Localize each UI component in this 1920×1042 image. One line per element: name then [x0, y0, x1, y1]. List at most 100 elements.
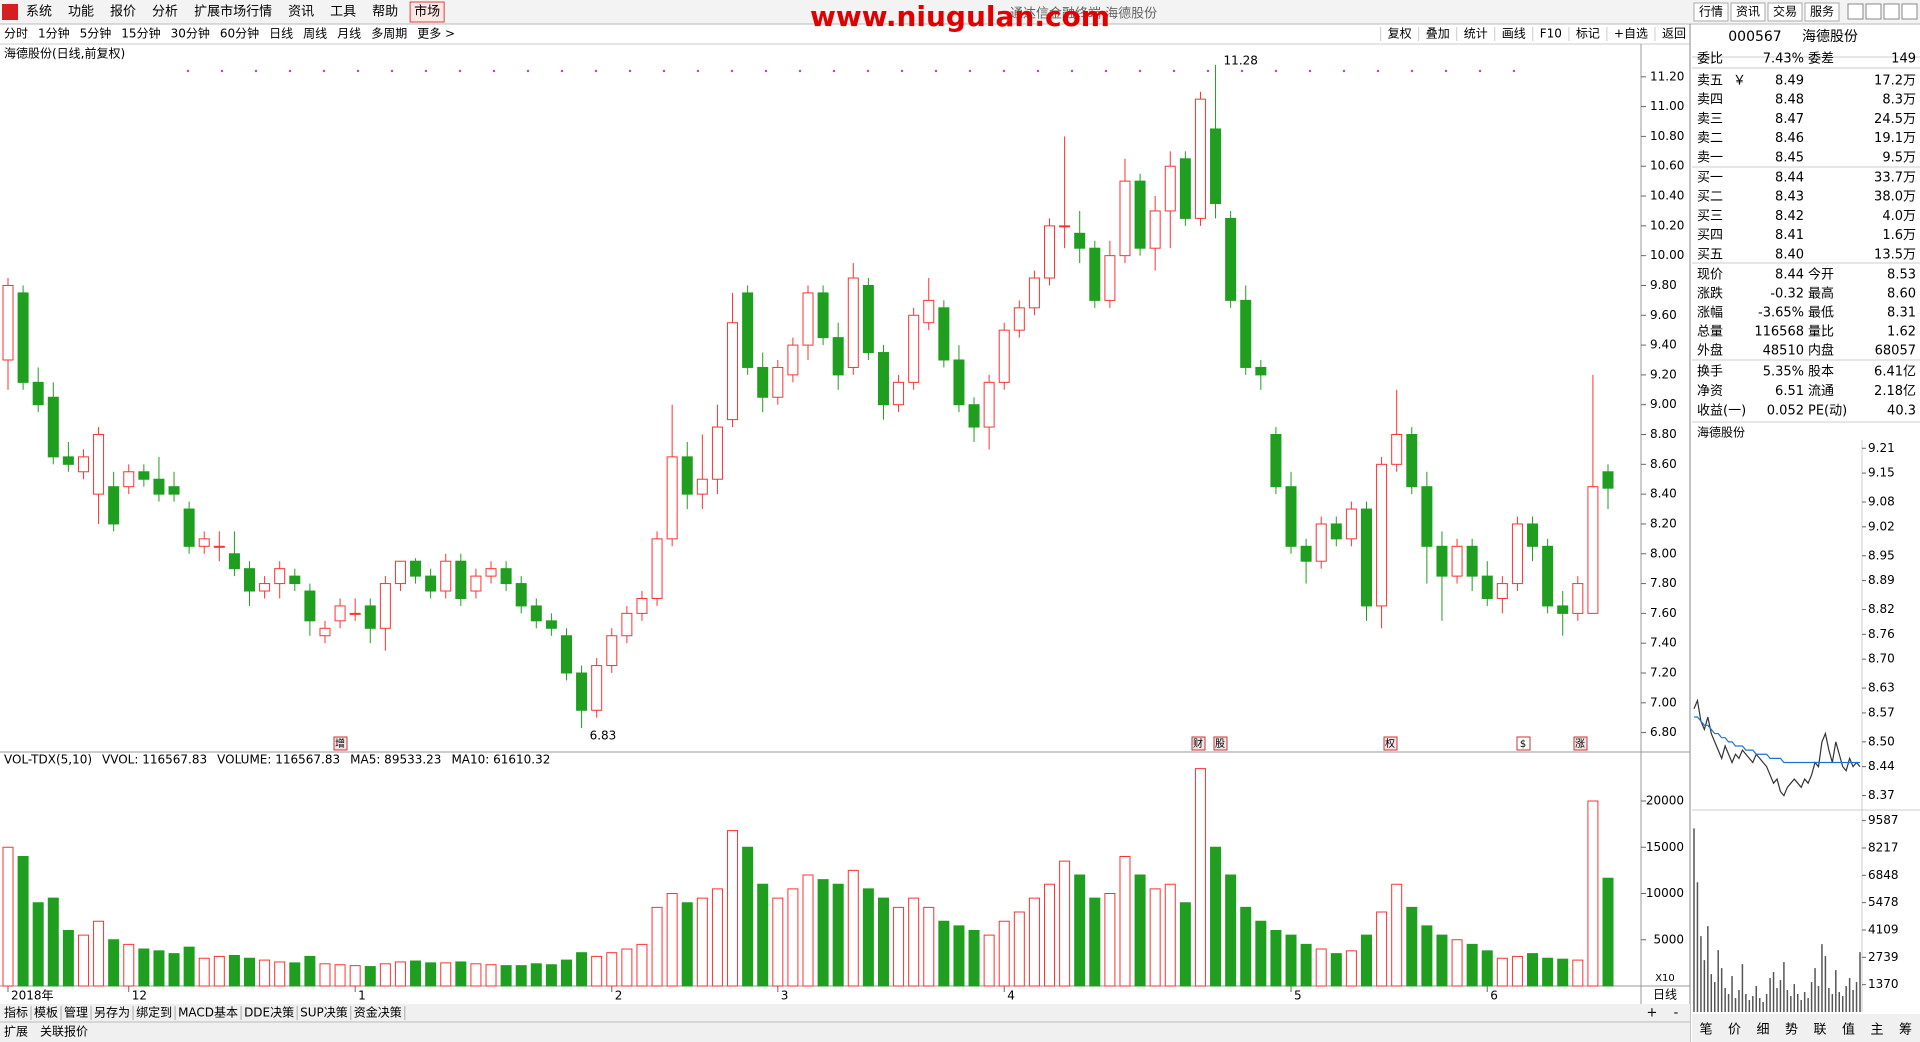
volume-bar	[364, 966, 376, 987]
volume-bar	[1104, 893, 1116, 987]
volume-bar	[983, 934, 995, 987]
period-tab[interactable]: 1分钟	[38, 26, 70, 41]
tool-button[interactable]: +自选	[1614, 27, 1648, 41]
period-tab[interactable]: 多周期	[371, 27, 407, 41]
volume-bar	[1164, 883, 1176, 987]
order-label: 买三	[1697, 209, 1723, 224]
zoom-button[interactable]: +	[1647, 1006, 1658, 1021]
indicator-tab[interactable]: 模板	[34, 1006, 58, 1020]
stat-label: 今开	[1808, 267, 1834, 283]
event-marker[interactable]: 股	[1215, 738, 1225, 750]
tool-button[interactable]: 返回	[1662, 27, 1686, 41]
y-tick-label: 8.40	[1650, 487, 1677, 501]
side-button[interactable]: 价	[1728, 1023, 1741, 1038]
signal-dot	[1410, 69, 1414, 73]
side-button[interactable]: 势	[1785, 1022, 1798, 1038]
y-tick-label: 9.00	[1650, 397, 1677, 411]
period-tab[interactable]: 60分钟	[220, 26, 259, 41]
event-marker-bg	[1213, 736, 1228, 751]
tool-button[interactable]: 统计	[1464, 27, 1488, 41]
indicator-tab[interactable]: 指标	[4, 1005, 28, 1020]
volume-bar	[47, 897, 59, 987]
event-marker[interactable]: 增	[335, 737, 345, 750]
candle-body	[1059, 225, 1071, 228]
status-tab[interactable]: 关联报价	[40, 1024, 88, 1039]
order-volume: 8.3万	[1882, 93, 1916, 108]
y-tick-label: 7.80	[1650, 576, 1677, 590]
tool-button[interactable]: 复权	[1388, 27, 1412, 41]
candle-body	[591, 665, 603, 711]
y-tick-label: 6848	[1868, 868, 1899, 882]
period-tab[interactable]: 日线	[269, 27, 293, 41]
period-tab[interactable]: 更多 >	[417, 27, 455, 41]
event-marker[interactable]: $	[1520, 739, 1526, 750]
order-volume: 24.5万	[1874, 112, 1916, 127]
tool-button[interactable]: 画线	[1502, 27, 1526, 41]
side-button[interactable]: 细	[1756, 1023, 1769, 1038]
candle-body	[349, 612, 361, 615]
y-tick-label: 10.60	[1650, 159, 1684, 173]
indicator-tab[interactable]: SUP决策	[300, 1006, 348, 1020]
indicator-tab[interactable]: 资金决策	[354, 1005, 402, 1020]
menu-item[interactable]: 帮助	[372, 5, 398, 20]
volume-bar	[696, 897, 708, 987]
indicator-tab[interactable]: 绑定到	[136, 1005, 172, 1020]
y-tick-label: 6.80	[1650, 725, 1677, 739]
tool-button[interactable]: 标记	[1576, 27, 1600, 41]
signal-dot	[662, 69, 666, 73]
tool-button[interactable]: 叠加	[1426, 27, 1450, 41]
period-tab[interactable]: 月线	[337, 27, 361, 41]
top-button[interactable]: 服务	[1810, 4, 1834, 19]
tab-bar	[0, 1004, 1690, 1042]
event-marker[interactable]: 权	[1385, 737, 1395, 750]
volume-bar	[862, 888, 874, 987]
tool-button[interactable]: F10	[1540, 27, 1562, 41]
signal-dot	[288, 69, 292, 73]
order-label: 卖三	[1697, 112, 1723, 127]
menu-item[interactable]: 扩展市场行情	[194, 4, 272, 20]
order-volume: 17.2万	[1874, 74, 1916, 89]
side-button[interactable]: 筹	[1899, 1022, 1912, 1038]
top-button[interactable]: 交易	[1773, 4, 1797, 19]
candle-body	[757, 366, 769, 398]
menu-item[interactable]: 分析	[152, 5, 178, 20]
stat-label: 量比	[1808, 325, 1834, 340]
market-tab[interactable]: 市场	[414, 4, 440, 20]
top-button[interactable]: 资讯	[1736, 5, 1760, 19]
menu-item[interactable]: 系统	[26, 5, 52, 20]
volume-bar	[1059, 860, 1071, 987]
event-marker[interactable]: 财	[1193, 737, 1203, 750]
extreme-label: 11.28	[1224, 53, 1258, 67]
indicator-tab[interactable]: 管理	[64, 1005, 88, 1020]
zoom-button[interactable]: -	[1674, 1006, 1679, 1021]
period-tab[interactable]: 分时	[4, 27, 28, 41]
period-tab[interactable]: 周线	[303, 27, 327, 41]
side-button[interactable]: 笔	[1699, 1022, 1712, 1038]
volume-bar	[2, 846, 14, 987]
candle-body	[485, 568, 497, 577]
status-tab[interactable]: 扩展	[4, 1025, 28, 1039]
candle-body	[636, 597, 648, 614]
signal-dot	[730, 69, 734, 73]
menu-item[interactable]: 报价	[110, 5, 136, 20]
side-button[interactable]: 主	[1870, 1023, 1883, 1038]
period-tab[interactable]: 15分钟	[121, 26, 160, 41]
indicator-tab[interactable]: DDE决策	[244, 1006, 294, 1020]
indicator-tab[interactable]: 另存为	[94, 1006, 130, 1020]
period-tab[interactable]: 5分钟	[80, 26, 112, 41]
menu-item[interactable]: 资讯	[288, 5, 314, 20]
period-tab[interactable]: 30分钟	[171, 26, 210, 41]
menu-item[interactable]: 功能	[68, 5, 94, 20]
candle-body	[77, 456, 89, 473]
menu-item[interactable]: 工具	[330, 5, 356, 20]
top-button[interactable]: 行情	[1699, 5, 1723, 19]
indicator-tab[interactable]: MACD基本	[178, 1006, 238, 1020]
side-button[interactable]: 值	[1842, 1022, 1855, 1038]
stat-label: 股本	[1808, 365, 1834, 380]
event-marker[interactable]: 涨	[1575, 738, 1585, 750]
stat-label: 换手	[1697, 365, 1723, 380]
volume-bar	[123, 943, 135, 987]
x-tick-label: 2	[615, 989, 623, 1003]
side-button[interactable]: 联	[1813, 1023, 1826, 1038]
